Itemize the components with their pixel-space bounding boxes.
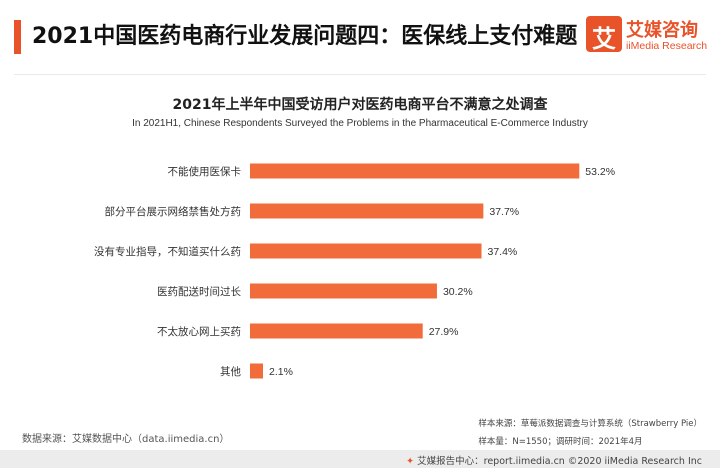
value-label: 37.7% (489, 206, 519, 218)
category-label: 不太放心网上买药 (157, 325, 241, 338)
logo-english-name: iiMedia Research (626, 40, 708, 52)
footer-copyright: 艾媒报告中心：report.iimedia.cn ©2020 iiMedia R… (417, 456, 702, 467)
data-source-note: 数据来源：艾媒数据中心（data.iimedia.cn） (22, 434, 230, 445)
bar (250, 323, 423, 339)
sample-size-line: 样本量：N=1550；调研时间：2021年4月 (478, 437, 643, 447)
footer-text: ✦ 艾媒报告中心：report.iimedia.cn ©2020 iiMedia… (406, 453, 702, 467)
value-label: 2.1% (269, 366, 293, 378)
iimedia-logo: 艾 艾媒咨询 iiMedia Research (586, 14, 708, 62)
title-accent-bar (14, 20, 21, 54)
category-label: 没有专业指导，不知道买什么药 (94, 245, 241, 258)
logo-mark-icon: 艾 (586, 16, 622, 53)
sample-source-line: 样本来源：草莓派数据调查与计算系统（Strawberry Pie） (478, 419, 702, 429)
logo-mark-glyph: 艾 (592, 25, 616, 53)
bar-chart: 不能使用医保卡 53.2% 部分平台展示网络禁售处方药 37.7% 没有专业指导，不知道… (94, 163, 615, 379)
header-divider (14, 74, 706, 75)
report-center-icon: ✦ (406, 456, 415, 467)
value-label: 53.2% (585, 166, 615, 178)
page-title: 2021中国医药电商行业发展问题四：医保线上支付难题 (32, 24, 578, 49)
bar (250, 203, 484, 219)
sample-source-note: 样本来源：草莓派数据调查与计算系统（Strawberry Pie） 样本量：N=… (478, 415, 702, 451)
category-label: 不能使用医保卡 (168, 165, 242, 178)
bar (250, 363, 263, 379)
value-label: 30.2% (443, 286, 473, 298)
value-label: 37.4% (488, 246, 518, 258)
logo-chinese-name: 艾媒咨询 (626, 20, 698, 41)
value-label: 27.9% (429, 326, 459, 338)
bar (250, 163, 580, 179)
bar (250, 283, 437, 299)
bar (250, 243, 482, 259)
category-label: 其他 (220, 365, 241, 378)
category-label: 医药配送时间过长 (157, 285, 241, 298)
chart-title: 2021年上半年中国受访用户对医药电商平台不满意之处调查 (172, 97, 548, 113)
category-label: 部分平台展示网络禁售处方药 (105, 205, 242, 218)
chart-subtitle: In 2021H1, Chinese Respondents Surveyed … (132, 118, 588, 129)
footer-bar: ✦ 艾媒报告中心：report.iimedia.cn ©2020 iiMedia… (0, 450, 720, 468)
header: 2021中国医药电商行业发展问题四：医保线上支付难题 艾 艾媒咨询 iiMedi… (0, 0, 720, 78)
